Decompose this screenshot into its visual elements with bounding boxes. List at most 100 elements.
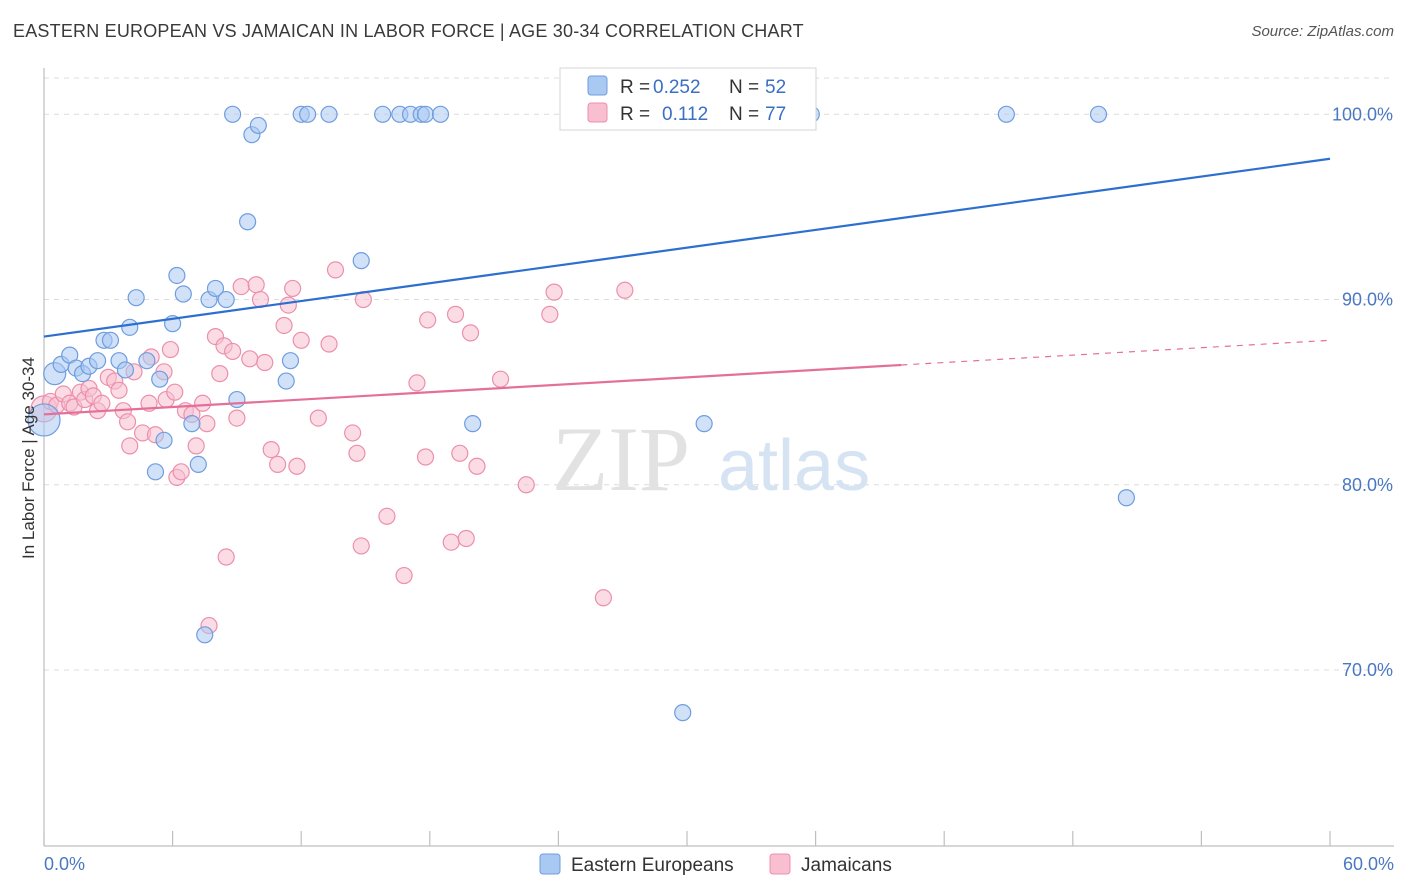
jamaican-point (451, 444, 469, 462)
jamaican-point (241, 350, 259, 368)
jamaican-point (198, 415, 216, 433)
jamaican-point (442, 533, 460, 551)
jamaican-point (228, 409, 246, 427)
jamaican-point (395, 566, 413, 585)
eastern-european-point (88, 352, 107, 370)
legend-pink-r-value: 0.112 (662, 104, 708, 125)
jamaican-point (187, 437, 205, 455)
y-tick-label: 80.0% (1342, 475, 1393, 495)
eastern-european-point (695, 415, 713, 433)
trend-line-jamaicans (43, 363, 902, 416)
eastern-european-point (674, 704, 692, 722)
jamaican-point (616, 281, 634, 299)
jamaican-point (288, 457, 306, 475)
eastern-european-point (116, 361, 135, 379)
jamaican-point (545, 283, 563, 301)
eastern-european-point (27, 403, 61, 437)
jamaican-point (292, 331, 310, 349)
jamaican-point (118, 413, 137, 431)
legend-pink-swatch (587, 102, 608, 123)
legend-pink-r-label: R = (620, 104, 650, 125)
jamaican-point (309, 409, 327, 427)
eastern-european-point (121, 318, 139, 336)
eastern-european-point (277, 372, 295, 390)
jamaican-point (348, 444, 366, 462)
eastern-european-point (464, 415, 482, 433)
eastern-european-point (249, 116, 267, 135)
trend-lines (43, 157, 1331, 416)
y-tick-label: 70.0% (1342, 660, 1393, 680)
eastern-european-point (431, 105, 450, 123)
jamaican-point (224, 342, 242, 361)
eastern-european-point (352, 252, 370, 270)
jamaican-point (232, 277, 250, 296)
jamaican-point (517, 476, 535, 494)
eastern-european-point (138, 352, 156, 370)
legend-jamaicans-swatch (769, 853, 791, 875)
jamaican-point (172, 463, 190, 481)
legend-eastern-europeans-label: Eastern Europeans (571, 855, 734, 876)
jamaican-point (256, 353, 274, 372)
jamaican-point (161, 340, 180, 359)
jamaican-point (416, 448, 435, 466)
eastern-european-point (127, 289, 145, 307)
jamaican-point (284, 279, 302, 298)
legend-eastern-europeans-swatch (539, 853, 561, 875)
eastern-european-point (228, 390, 246, 409)
chart-title: EASTERN EUROPEAN VS JAMAICAN IN LABOR FO… (13, 21, 804, 41)
eastern-european-point (299, 105, 317, 123)
y-tick-label: 90.0% (1342, 290, 1393, 310)
jamaican-point (320, 335, 338, 353)
x-tick-min: 0.0% (44, 854, 85, 874)
jamaican-point (217, 548, 235, 566)
eastern-european-point (168, 266, 186, 285)
y-tick-label: 100.0% (1332, 104, 1393, 124)
jamaican-point (110, 381, 128, 399)
legend-blue-r-label: R = (620, 77, 650, 98)
jamaican-point (594, 589, 613, 607)
x-tick-max: 60.0% (1343, 854, 1394, 874)
y-axis-label: In Labor Force | Age 30-34 (19, 357, 38, 559)
jamaican-point (194, 394, 212, 412)
jamaican-point (419, 311, 437, 329)
trend-line-jamaicans-extension (901, 339, 1331, 366)
gridlines (44, 77, 1394, 671)
eastern-european-point (101, 331, 120, 349)
source-credit: Source: ZipAtlas.com (1251, 23, 1394, 40)
jamaican-point (121, 437, 139, 455)
eastern-european-point (1117, 489, 1135, 507)
legend-blue-n-label: N = (729, 77, 759, 98)
jamaican-point (344, 424, 362, 442)
jamaican-point (247, 276, 265, 294)
eastern-european-point (997, 105, 1015, 123)
series-jamaicans-points (30, 261, 634, 635)
y-tick-labels: 70.0% 80.0% 90.0% 100.0% (1332, 104, 1393, 680)
watermark-atlas: atlas (718, 426, 870, 506)
legend-series: Eastern Europeans Jamaicans (539, 853, 892, 876)
eastern-european-point (224, 105, 242, 123)
eastern-european-point (146, 463, 165, 481)
watermark-zip: ZIP (552, 408, 690, 510)
watermark: ZIP atlas (552, 408, 870, 510)
legend-pink-n-value: 77 (765, 104, 786, 125)
legend-blue-r-value: 0.252 (653, 77, 701, 98)
legend-pink-n-label: N = (729, 104, 759, 125)
eastern-european-point (320, 105, 338, 123)
eastern-european-point (151, 370, 169, 388)
eastern-european-point (183, 415, 201, 433)
eastern-european-point (155, 431, 173, 449)
jamaican-point (93, 394, 111, 412)
trend-line-eastern-europeans (43, 157, 1331, 338)
series-eastern-europeans-points (27, 105, 1135, 722)
jamaican-point (279, 296, 297, 314)
jamaican-point (352, 537, 370, 555)
legend-blue-swatch (587, 75, 608, 96)
jamaican-point (457, 529, 475, 548)
jamaican-point (326, 261, 345, 279)
jamaican-point (275, 316, 293, 335)
eastern-european-point (206, 279, 225, 298)
legend-blue-n-value: 52 (765, 77, 786, 98)
jamaican-point (446, 305, 465, 323)
jamaican-point (269, 455, 287, 474)
eastern-european-point (174, 285, 192, 303)
